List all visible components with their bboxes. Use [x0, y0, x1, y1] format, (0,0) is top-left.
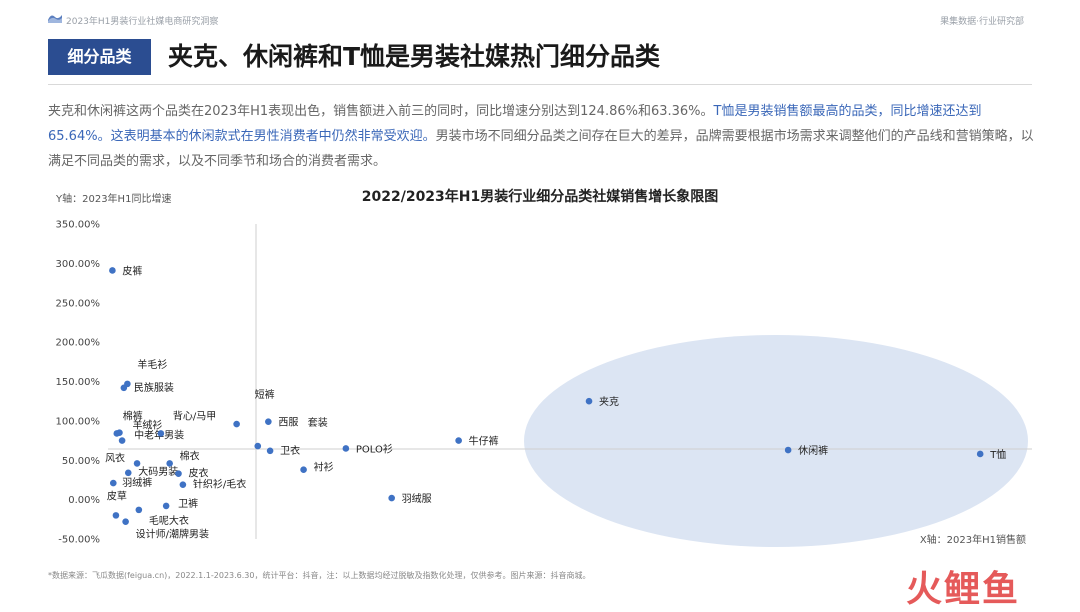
section-tag: 细分品类: [48, 39, 151, 75]
data-point: [300, 466, 307, 474]
data-label: 羊毛衫: [137, 358, 167, 371]
data-label: 牛仔裤: [469, 435, 499, 448]
watermark-logo: 火鲤鱼: [906, 569, 1021, 610]
data-point: [254, 442, 262, 450]
data-point: [118, 437, 126, 444]
data-label: 休闲裤: [798, 444, 828, 457]
data-point: [388, 494, 395, 502]
data-label: 夹克: [599, 395, 619, 408]
description-part-3: 男装市场不同细分品类之间存在巨大的差异，品牌需要根据市场需求来调整他们的产品线和…: [48, 129, 1034, 169]
wave-logo-icon: [48, 15, 62, 23]
data-label: 棉裤: [123, 409, 143, 422]
data-label: 衬衫: [314, 461, 334, 474]
data-label: 套装: [308, 416, 328, 429]
brand-label: 果集数据·行业研究部: [940, 17, 1024, 27]
data-point: [342, 445, 350, 452]
data-point: [133, 460, 141, 467]
data-label: 棉衣: [180, 449, 200, 462]
data-label: 背心/马甲: [173, 409, 216, 422]
source-note: *数据来源：飞瓜数据(feigua.cn)，2022.1.1-2023.6.30…: [48, 571, 591, 580]
top-bar: 2023年H1男装行业社媒电商研究洞察 果集数据·行业研究部: [0, 0, 1080, 30]
report-title: 2023年H1男装行业社媒电商研究洞察: [66, 17, 219, 27]
data-point: [455, 437, 462, 444]
description-part-1: 夹克和休闲裤这两个品类在2023年H1表现出色，销售额进入前三的同时，同比增速分…: [48, 104, 714, 119]
data-label: POLO衫: [356, 443, 393, 455]
data-label: 毛呢大衣: [149, 514, 189, 527]
y-tick-label: 150.00%: [56, 377, 101, 388]
data-point: [122, 518, 129, 525]
y-tick-label: 200.00%: [56, 338, 101, 349]
data-point: [116, 429, 123, 436]
data-point: [784, 446, 792, 454]
data-point: [124, 469, 132, 477]
data-point: [585, 397, 593, 405]
data-label: 卫裤: [178, 497, 198, 510]
y-tick-label: 50.00%: [62, 456, 100, 467]
data-label: 短裤: [255, 388, 275, 401]
data-label: 民族服装: [134, 381, 174, 394]
data-point: [162, 502, 170, 510]
page-title: 夹克、休闲裤和T恤是男装社媒热门细分品类: [168, 42, 661, 71]
y-tick-label: 300.00%: [56, 259, 101, 270]
highlight-ellipse: [524, 335, 1028, 547]
data-point: [120, 384, 128, 392]
data-point: [233, 420, 240, 428]
data-point: [109, 267, 116, 274]
data-label: 针织衫/毛衣: [193, 478, 246, 491]
y-axis-label: Y轴：2023年H1同比增速: [56, 194, 172, 205]
data-point: [157, 430, 165, 437]
data-label: T恤: [989, 448, 1006, 461]
data-label: 皮裤: [122, 264, 142, 277]
data-label: 卫衣: [280, 444, 300, 457]
data-point: [109, 479, 117, 487]
data-point: [266, 447, 274, 455]
data-label: 设计师/潮牌男装: [136, 528, 209, 541]
data-label: 羽绒服: [402, 492, 432, 505]
data-point: [112, 512, 120, 519]
data-point: [976, 450, 984, 458]
x-axis-label: X轴：2023年H1销售额: [919, 535, 1026, 546]
data-point: [166, 460, 173, 467]
y-tick-label: 250.00%: [56, 298, 101, 309]
data-point: [175, 470, 182, 477]
data-point: [135, 506, 143, 514]
description-highlight: T恤是男装销售额最高的品类，同比增速还达到65.64%。这表明基本的休闲款式在男…: [48, 104, 982, 144]
data-point: [265, 418, 272, 425]
data-point: [179, 481, 187, 488]
data-label: 风衣: [105, 451, 125, 464]
data-label: 西服: [278, 417, 298, 429]
y-tick-label: 100.00%: [56, 416, 101, 427]
data-label: 大码男装: [138, 465, 178, 478]
data-label: 皮衣: [188, 467, 208, 480]
y-tick-label: 0.00%: [68, 495, 100, 506]
data-label: 羽绒裤: [122, 476, 152, 489]
data-label: 羊绒衫: [132, 419, 162, 432]
divider: [48, 84, 1032, 85]
chart-title: 2022/2023年H1男装行业细分品类社媒销售增长象限图: [361, 189, 719, 205]
y-tick-label: 350.00%: [56, 220, 101, 231]
y-tick-label: -50.00%: [58, 535, 100, 546]
data-label: 皮草: [107, 489, 127, 502]
description-paragraph: 夹克和休闲裤这两个品类在2023年H1表现出色，销售额进入前三的同时，同比增速分…: [48, 99, 1036, 174]
